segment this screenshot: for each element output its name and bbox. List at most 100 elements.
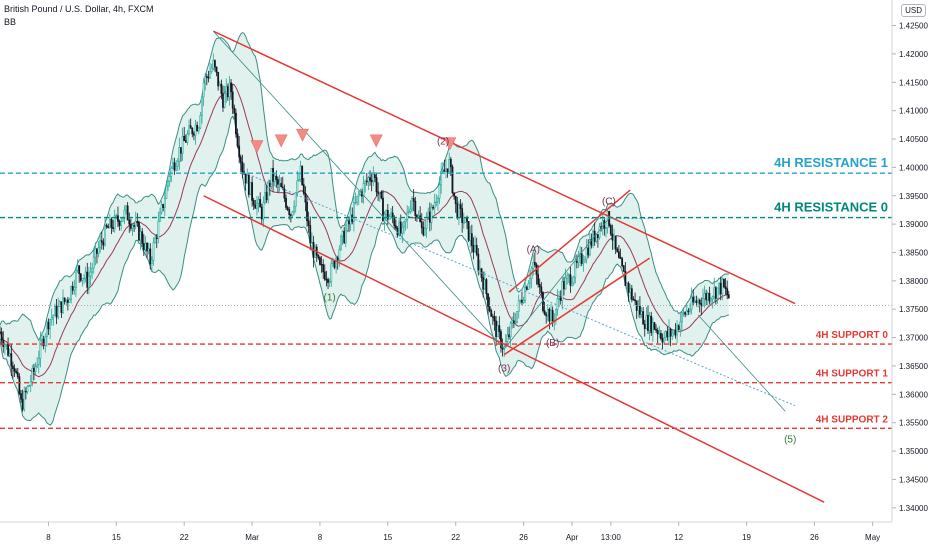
candle-body [702, 298, 704, 306]
price-tick-label: 1.42500 [899, 22, 928, 31]
candle-body [307, 220, 310, 226]
candle [498, 316, 501, 340]
candle [448, 152, 451, 174]
candle [235, 108, 237, 138]
candle [626, 281, 628, 291]
candle-body [697, 299, 699, 303]
candle [96, 248, 98, 264]
candle [487, 293, 489, 315]
candle [479, 259, 481, 275]
candle [661, 333, 664, 350]
time-tick-label: 8 [46, 533, 51, 542]
candle [621, 256, 624, 268]
candle [285, 194, 287, 210]
candle-body [684, 312, 687, 315]
down-arrow-marker [296, 128, 309, 142]
candle-body [357, 194, 360, 197]
candle-body [561, 281, 564, 301]
candle [209, 62, 211, 80]
candle-body [605, 227, 607, 229]
candle [201, 93, 203, 124]
candle [584, 256, 586, 263]
candle [524, 277, 527, 304]
candle [692, 289, 695, 306]
candle [375, 172, 378, 197]
candle [34, 362, 37, 375]
candle [257, 196, 260, 213]
candle-body [527, 282, 530, 290]
candle-body [252, 200, 255, 206]
candle-body [330, 263, 333, 282]
price-tick-label: 1.34000 [899, 504, 928, 513]
candle-body [640, 311, 643, 315]
candle [330, 257, 333, 287]
candle [629, 284, 632, 300]
candle-body [464, 217, 467, 223]
candle [147, 242, 150, 255]
candle-body [411, 198, 413, 210]
candle-body [296, 180, 299, 194]
candle [207, 70, 210, 83]
candle [493, 310, 496, 331]
indicator-label[interactable]: BB [4, 17, 17, 27]
candle [228, 75, 231, 106]
candle-body [226, 86, 229, 98]
candle [251, 176, 253, 207]
candle [327, 277, 329, 290]
candle [117, 206, 119, 228]
candle-body [328, 281, 331, 284]
candle-body [5, 344, 8, 346]
candle [521, 291, 523, 306]
candle-body [15, 370, 18, 373]
candle-body [538, 283, 541, 288]
candle-body [196, 124, 199, 132]
level-label: 4H RESISTANCE 1 [774, 155, 888, 170]
candle [344, 223, 347, 248]
candle-body [155, 237, 158, 240]
candle [335, 255, 338, 274]
candle-body [298, 179, 300, 181]
candle-body [601, 220, 604, 229]
candle-body [150, 260, 153, 265]
candle [39, 331, 42, 368]
candle [488, 296, 491, 313]
price-tick-label: 1.39500 [899, 192, 928, 201]
candle-body [131, 225, 134, 229]
candle [136, 213, 139, 228]
candle [277, 176, 279, 193]
candle-body [629, 288, 632, 293]
symbol-title[interactable]: British Pound / U.S. Dollar, 4h, FXCM [4, 4, 154, 14]
candle-body [180, 147, 182, 154]
candle-body [385, 210, 388, 215]
candle [146, 241, 148, 259]
candle [70, 285, 73, 304]
candle-body [260, 206, 263, 220]
candle-body [622, 265, 625, 272]
candle-body [172, 162, 174, 169]
candle [650, 311, 653, 337]
candle-body [556, 298, 559, 310]
candle-body [689, 308, 691, 312]
candle [333, 260, 336, 270]
candle-body [323, 271, 326, 280]
candle-body [16, 372, 19, 377]
candle [302, 178, 305, 196]
candle [265, 185, 268, 203]
candle [126, 201, 129, 221]
candle [325, 270, 328, 287]
candle-body [273, 175, 276, 182]
candle [664, 330, 667, 342]
candle-body [516, 311, 519, 323]
candle-body [466, 217, 468, 222]
candle [559, 290, 562, 305]
candle [78, 265, 81, 283]
candle [273, 174, 276, 185]
currency-badge[interactable]: USD [901, 4, 926, 17]
candle-body [217, 71, 220, 87]
candle-body [75, 269, 77, 288]
candle [23, 386, 26, 412]
candle [37, 350, 40, 374]
candle-body [55, 305, 58, 318]
candle-body [184, 140, 187, 143]
